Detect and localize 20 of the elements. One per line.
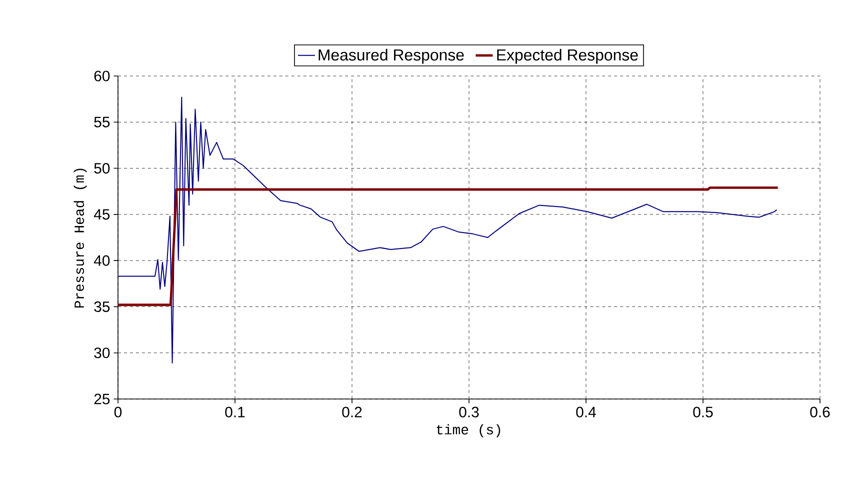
x-tick-label: 0.3 [459,406,479,418]
x-tick-label: 0.2 [342,406,362,418]
y-tick-label: 50 [94,162,110,174]
y-tick-label: 40 [94,255,110,266]
y-tick-label: 35 [94,301,110,312]
y-tick-label: 30 [94,348,110,358]
y-tick-label: 55 [94,116,110,128]
x-tick-label: 0.4 [576,406,596,418]
legend-label: Measured Response [318,48,464,64]
x-tick-label: 0.1 [225,406,245,418]
x-tick-label: 0.5 [693,406,713,418]
x-tick-label: 0 [114,406,122,418]
legend-label: Expected Response [497,48,638,64]
y-tick-label: 45 [94,209,110,220]
x-tick-label: 0.6 [810,406,830,418]
x-axis-title: time (s) [436,424,500,438]
y-tick-label: 25 [94,394,110,404]
y-axis-title: Pressure Head (m) [74,168,87,308]
y-tick-label: 60 [94,70,110,82]
line-series [118,96,778,364]
